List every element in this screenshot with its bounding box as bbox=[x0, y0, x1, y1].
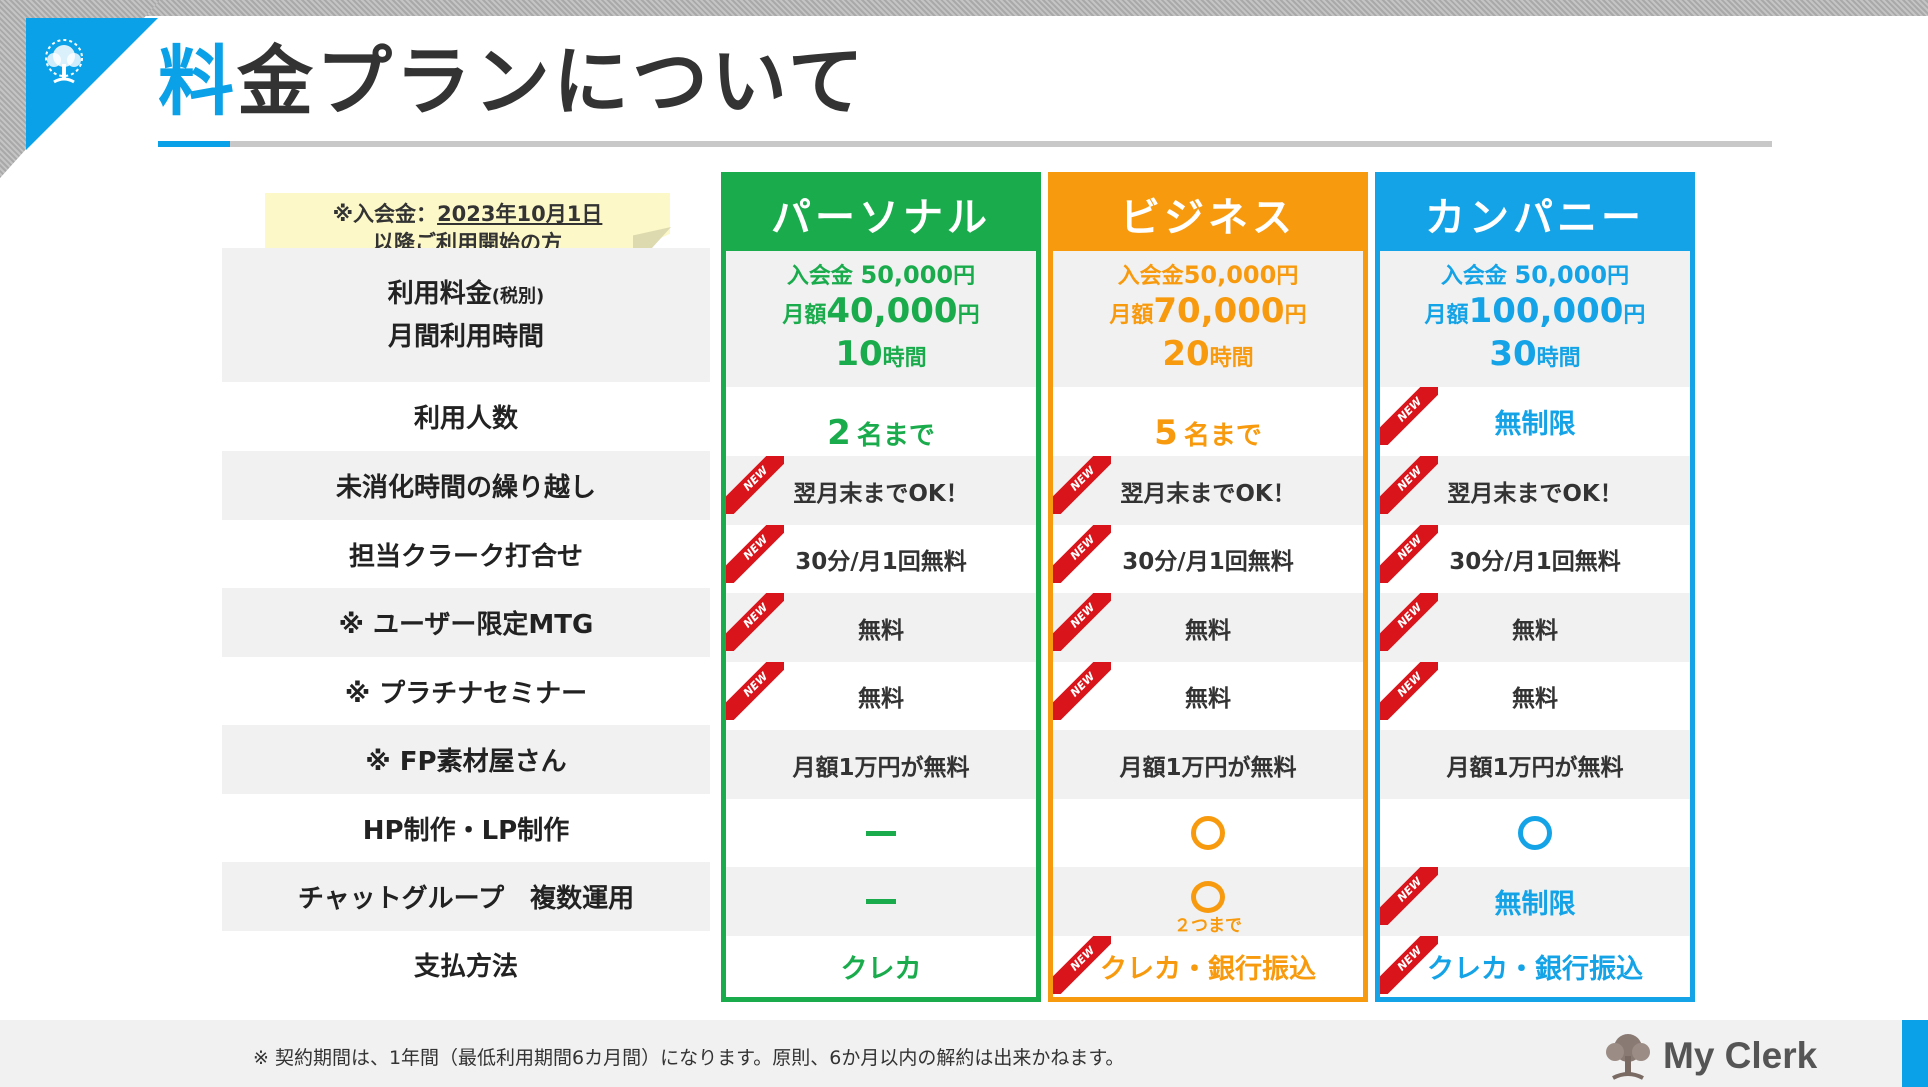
circle-icon bbox=[1191, 816, 1225, 850]
row-label-mtg: ※ ユーザー限定MTG bbox=[222, 588, 710, 657]
new-badge: NEW bbox=[1380, 593, 1438, 651]
new-badge: NEW bbox=[726, 662, 784, 720]
plan-column-company: カンパニー 入会金 50,000円 月額100,000円 30時間 NEW 無制… bbox=[1375, 172, 1695, 1002]
price-cell: 入会金 50,000円 月額40,000円 10時間 bbox=[726, 251, 1036, 387]
price-cell: 入会金 50,000円 月額100,000円 30時間 bbox=[1380, 251, 1690, 387]
hp-cell bbox=[1380, 799, 1690, 867]
new-badge: NEW bbox=[1380, 936, 1438, 994]
price-cell: 入会金50,000円 月額70,000円 20時間 bbox=[1053, 251, 1363, 387]
seminar-cell: NEW 無料 bbox=[1053, 662, 1363, 730]
new-badge: NEW bbox=[726, 593, 784, 651]
payment-cell: クレカ bbox=[840, 954, 922, 985]
chat-cell: NEW 無制限 bbox=[1380, 867, 1690, 936]
brand-logo: My Clerk bbox=[1601, 1030, 1817, 1082]
users-cell: 2 名まで bbox=[827, 413, 935, 453]
circle-icon bbox=[1191, 881, 1225, 913]
dash-icon bbox=[866, 830, 896, 836]
fp-cell: 月額1万円が無料 bbox=[1053, 730, 1363, 799]
row-label-fp: ※ FP素材屋さん bbox=[222, 725, 710, 794]
dash-icon bbox=[866, 899, 896, 904]
chat-cell bbox=[726, 867, 1036, 936]
plan-column-business: ビジネス 入会金50,000円 月額70,000円 20時間 5 名まで NEW … bbox=[1048, 172, 1368, 1002]
plan-column-personal: パーソナル 入会金 50,000円 月額40,000円 10時間 2 名まで NE… bbox=[721, 172, 1041, 1002]
users-cell: NEW 無制限 bbox=[1380, 387, 1690, 456]
new-badge: NEW bbox=[1053, 662, 1111, 720]
hp-cell bbox=[726, 799, 1036, 867]
payment-cell: NEW クレカ・銀行振込 bbox=[1053, 936, 1363, 997]
top-stripe bbox=[0, 0, 1928, 16]
new-badge: NEW bbox=[1380, 387, 1438, 445]
row-label-carryover: 未消化時間の繰り越し bbox=[222, 451, 710, 520]
row-label-chat: チャットグループ 複数運用 bbox=[222, 862, 710, 931]
row-label-users: 利用人数 bbox=[413, 404, 518, 434]
tree-brand-icon bbox=[1606, 1034, 1650, 1080]
row-label-meeting: 担当クラーク打合せ bbox=[348, 541, 583, 572]
chat-cell: ２つまで bbox=[1053, 867, 1363, 936]
carryover-cell: NEW 翌月末までOK！ bbox=[1380, 456, 1690, 525]
row-label-fee: 利用料金(税別) 月間利用時間 bbox=[222, 248, 710, 382]
new-badge: NEW bbox=[726, 456, 784, 514]
fp-cell: 月額1万円が無料 bbox=[726, 730, 1036, 799]
new-badge: NEW bbox=[726, 525, 784, 583]
contract-note: ※ 契約期間は、1年間（最低利用期間6カ月間）になります。原則、6か月以内の解約… bbox=[253, 1047, 1125, 1069]
footer-accent bbox=[1902, 1020, 1928, 1087]
new-badge: NEW bbox=[1380, 525, 1438, 583]
title-underline bbox=[158, 141, 1772, 147]
new-badge: NEW bbox=[1380, 456, 1438, 514]
payment-cell: NEW クレカ・銀行振込 bbox=[1380, 936, 1690, 997]
users-cell: 5 名まで bbox=[1154, 413, 1262, 453]
meeting-cell: NEW 30分/月1回無料 bbox=[1380, 525, 1690, 593]
new-badge: NEW bbox=[1380, 867, 1438, 925]
page-title: 料金プランについて bbox=[158, 37, 867, 126]
carryover-cell: NEW 翌月末までOK！ bbox=[1053, 456, 1363, 525]
new-badge: NEW bbox=[1053, 936, 1111, 994]
tree-logo-icon bbox=[45, 39, 83, 84]
new-badge: NEW bbox=[1053, 593, 1111, 651]
mtg-cell: NEW 無料 bbox=[1053, 593, 1363, 662]
new-badge: NEW bbox=[1053, 525, 1111, 583]
seminar-cell: NEW 無料 bbox=[726, 662, 1036, 730]
meeting-cell: NEW 30分/月1回無料 bbox=[1053, 525, 1363, 593]
new-badge: NEW bbox=[1380, 662, 1438, 720]
mtg-cell: NEW 無料 bbox=[726, 593, 1036, 662]
plan-header-company: カンパニー bbox=[1380, 177, 1690, 251]
row-label-seminar: ※ プラチナセミナー bbox=[344, 678, 588, 709]
mtg-cell: NEW 無料 bbox=[1380, 593, 1690, 662]
hp-cell bbox=[1053, 799, 1363, 867]
fp-cell: 月額1万円が無料 bbox=[1380, 730, 1690, 799]
seminar-cell: NEW 無料 bbox=[1380, 662, 1690, 730]
plan-header-business: ビジネス bbox=[1053, 177, 1363, 251]
circle-icon bbox=[1518, 816, 1552, 850]
title-underline-accent bbox=[158, 141, 230, 147]
meeting-cell: NEW 30分/月1回無料 bbox=[726, 525, 1036, 593]
row-label-hp: HP制作・LP制作 bbox=[362, 815, 570, 846]
row-label-payment: 支払方法 bbox=[413, 951, 518, 982]
carryover-cell: NEW 翌月末までOK！ bbox=[726, 456, 1036, 525]
plan-header-personal: パーソナル bbox=[726, 177, 1036, 251]
new-badge: NEW bbox=[1053, 456, 1111, 514]
brand-name: My Clerk bbox=[1663, 1035, 1818, 1076]
